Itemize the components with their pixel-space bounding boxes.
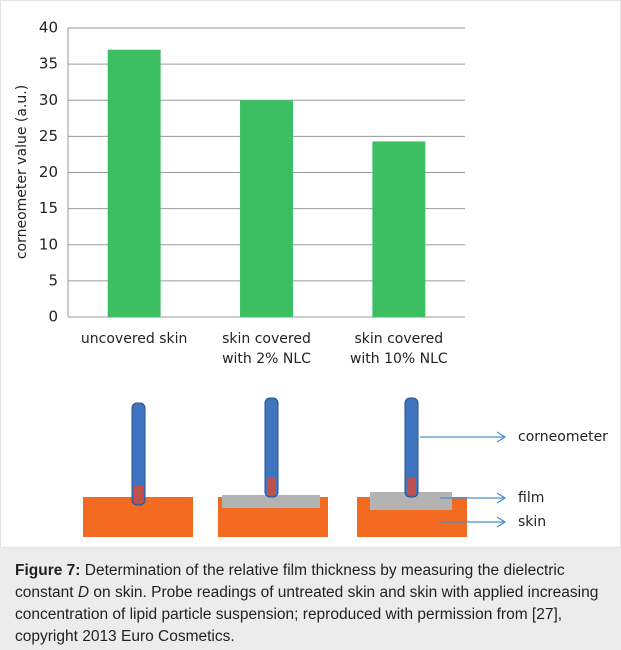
diagram: corneometer film skin	[83, 397, 608, 537]
arrow	[440, 492, 507, 504]
x-tick-label: skin covered with 10% NLC	[349, 331, 448, 367]
film	[370, 492, 452, 510]
probe-tip	[134, 486, 143, 503]
diagram-label: corneometer	[518, 429, 608, 445]
x-tick-label: skin covered with 2% NLC	[222, 331, 311, 367]
bar	[372, 141, 426, 317]
figure: corneometer value (a.u.) corneometer fil…	[0, 0, 621, 548]
probe-tip	[407, 478, 416, 495]
arrow	[420, 431, 507, 443]
diagram-label: skin	[518, 514, 546, 530]
caption-text: Determination of the relative film thick…	[15, 562, 565, 601]
figure-border	[0, 0, 621, 548]
arrow	[440, 516, 507, 528]
y-tick-label: 5	[48, 271, 58, 289]
y-tick-label: 10	[39, 235, 58, 253]
probe-tip	[267, 478, 276, 495]
caption-symbol: D	[77, 584, 90, 601]
bar	[240, 100, 293, 317]
bar	[107, 49, 161, 318]
probe	[131, 402, 146, 506]
film	[222, 495, 320, 508]
caption: Figure 7: Determination of the relative …	[0, 548, 621, 650]
diagram-label: film	[518, 490, 544, 506]
y-tick-label: 35	[39, 55, 58, 73]
y-tick-label: 20	[39, 163, 58, 181]
y-tick-label: 0	[48, 308, 58, 326]
probe	[264, 397, 279, 498]
y-tick-label: 15	[39, 199, 58, 217]
caption-text: on skin. Probe readings of untreated ski…	[15, 584, 599, 645]
y-tick-label: 30	[39, 91, 58, 109]
probe	[404, 397, 419, 498]
y-tick-label: 40	[39, 19, 58, 37]
y-tick-label: 25	[39, 127, 58, 145]
caption-label: Figure 7:	[15, 562, 81, 579]
y-axis-label: corneometer value (a.u.)	[14, 85, 30, 259]
x-tick-label: uncovered skin	[80, 331, 188, 347]
